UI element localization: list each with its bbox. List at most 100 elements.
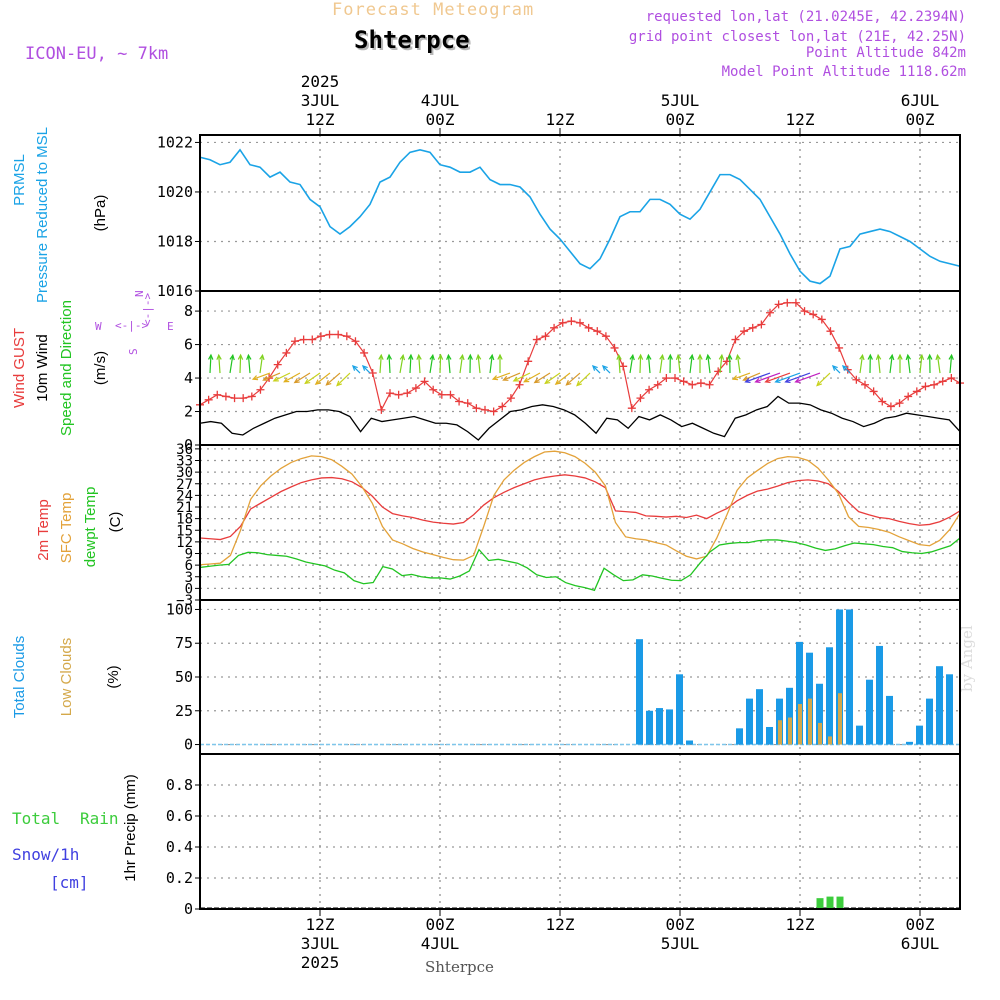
total-cloud-bar: [756, 689, 763, 745]
total-cloud-bar: [846, 609, 853, 745]
wind-gust-marker: [360, 348, 369, 357]
total-cloud-bar: [736, 728, 743, 745]
low-cloud-bar: [788, 717, 792, 745]
wind-direction-arrow: [429, 353, 435, 374]
wind-gust-marker: [671, 374, 679, 383]
y-tick-label: 0.8: [166, 776, 193, 794]
compass-vertical-arrow: <-|->: [141, 293, 154, 326]
y-tick-label: 75: [175, 634, 193, 652]
wind-gust-marker: [489, 407, 498, 416]
wind-direction-arrow: [283, 372, 301, 383]
wind-gust-marker: [584, 323, 593, 332]
wind-direction-arrow: [659, 353, 665, 374]
wind-direction-arrow: [646, 353, 652, 374]
y-tick-label: 1022: [157, 133, 193, 151]
wind-gust-marker: [593, 327, 602, 336]
wind-gust-marker: [481, 405, 489, 414]
bottom-axis-label: 12Z: [306, 915, 335, 934]
total-cloud-bar: [686, 740, 693, 745]
wind-gust-marker: [688, 380, 697, 389]
wind-direction-arrow: [935, 353, 941, 374]
y-tick-label: 9: [185, 547, 193, 563]
compass-arrow: <-|->: [115, 319, 148, 332]
wind-direction-arrow: [888, 353, 895, 374]
wind-gust-marker: [247, 392, 256, 401]
wind-gust-marker: [403, 389, 412, 398]
wind-gust-marker: [541, 332, 550, 341]
wind-gust-marker: [679, 377, 688, 386]
wind-gust-marker: [800, 307, 809, 316]
chart-title: Forecast Meteogram: [332, 0, 535, 20]
wind-gust-marker: [386, 389, 394, 398]
y-tick-label: 21: [176, 500, 193, 516]
wind-gust-marker: [783, 298, 792, 307]
wind-gust-marker: [766, 308, 774, 317]
wind-direction-arrow: [727, 353, 733, 374]
precip-snow-unit-label: [cm]: [50, 873, 89, 892]
y-tick-label: 18: [176, 512, 193, 528]
wind-gust-marker: [325, 330, 334, 339]
bottom-axis-label: 00Z: [426, 915, 455, 934]
wind-speed-line: [199, 395, 961, 441]
low-cloud-bar: [778, 720, 782, 745]
wind-gust-marker: [558, 318, 567, 327]
wind-direction-arrow: [927, 353, 933, 374]
wind-gust-marker: [342, 332, 351, 341]
panel-frame-wind: [199, 290, 961, 446]
temp-2m-label: 2m Temp: [35, 499, 52, 560]
wind-gust-marker: [498, 402, 507, 411]
wind-gust-marker: [852, 375, 861, 384]
wind-gust-marker: [282, 348, 291, 357]
y-tick-label: 1016: [157, 282, 193, 300]
wind-gust-marker: [696, 379, 705, 388]
wind-direction-arrow: [735, 353, 741, 374]
wind-direction-arrow: [502, 372, 521, 381]
wind-direction-arrow: [576, 372, 591, 387]
y-tick-label: 30: [176, 465, 193, 481]
total-cloud-bar: [816, 683, 823, 745]
wind-gust-marker: [835, 343, 844, 352]
compass-north: N: [133, 290, 146, 297]
bottom-axis-label: 2025: [301, 953, 340, 972]
wind-direction-arrow: [314, 372, 331, 385]
wind-direction-arrow: [554, 372, 571, 385]
low-cloud-bar: [828, 736, 832, 745]
panel-frame-pressure: [199, 134, 961, 292]
y-tick-label: 15: [176, 523, 193, 539]
wind-gust-marker: [239, 394, 248, 403]
wind-direction-arrow: [304, 372, 321, 385]
total-cloud-bar: [676, 674, 683, 745]
total-cloud-bar: [906, 741, 913, 745]
footer-location: Shterpce: [425, 958, 494, 976]
wind-direction-arrow: [675, 353, 682, 374]
wind-gust-marker: [791, 298, 800, 307]
wind-gust-marker: [826, 327, 835, 336]
total-cloud-bar: [826, 647, 833, 745]
low-cloud-bar: [798, 704, 802, 745]
compass-east: E: [167, 320, 174, 333]
wind-gust-marker: [636, 394, 645, 403]
wind-direction-arrow: [948, 353, 954, 374]
wind-gust-marker: [429, 385, 438, 394]
bottom-axis-label: 00Z: [906, 915, 935, 934]
rain-bar: [816, 898, 824, 909]
low-clouds-label: Low Clouds: [58, 638, 75, 716]
wind-10m-label: 10m Wind: [34, 334, 51, 402]
wind-direction-arrow: [475, 353, 482, 374]
wind-gust-marker: [316, 332, 325, 341]
wind-direction-arrow: [831, 364, 841, 374]
bottom-axis-label: 6JUL: [901, 934, 940, 953]
panel-frame-precip: [199, 753, 961, 910]
wind-gust-marker: [213, 390, 222, 399]
y-tick-label: 0: [184, 736, 193, 754]
precip-axis-label: 1hr Precip (mm): [122, 774, 139, 882]
wind-direction-arrow: [731, 372, 751, 381]
wind-gust-marker: [204, 395, 213, 404]
wind-direction-label: Speed and Direction: [58, 300, 75, 436]
model-altitude: Model Point Altitude 1118.62m: [721, 64, 966, 80]
wind-gust-marker: [645, 385, 654, 394]
y-tick-label: 36: [176, 442, 193, 458]
wind-direction-arrow: [497, 353, 503, 374]
wind-gust-label: Wind GUST: [11, 328, 28, 408]
temp-sfc-line: [199, 450, 961, 566]
